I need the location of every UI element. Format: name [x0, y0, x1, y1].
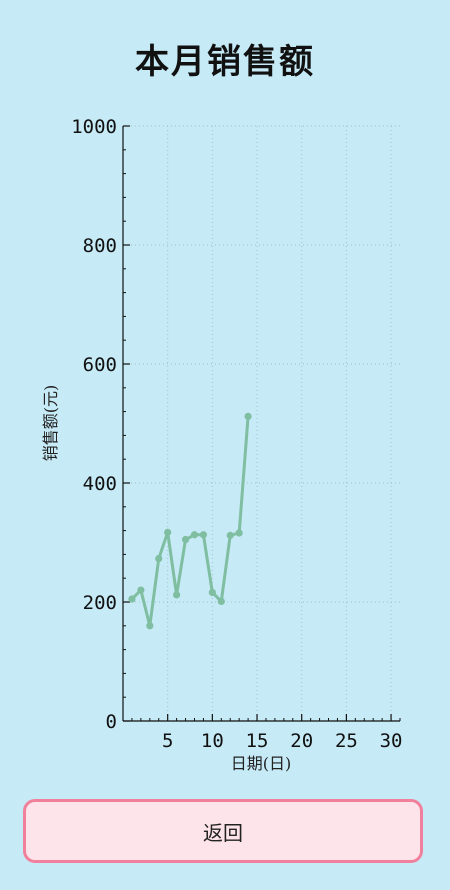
x-tick-label: 5 [162, 730, 173, 752]
back-button[interactable]: 返回 [23, 799, 423, 863]
data-point [181, 535, 190, 544]
axes: 5 10 15 20 25 30 0 200 400 600 800 1000 [71, 116, 402, 752]
y-axis-label: 销售额(元) [41, 385, 60, 462]
data-point [235, 529, 243, 537]
data-point [217, 597, 225, 606]
y-tick-label: 400 [83, 473, 117, 495]
data-point [128, 595, 136, 603]
page-title: 本月销售额 [135, 42, 315, 82]
x-tick-label: 10 [201, 730, 224, 752]
y-tick-label: 200 [83, 592, 117, 614]
data-point [208, 588, 216, 597]
data-point [226, 531, 234, 539]
data-point [244, 412, 252, 420]
x-axis-label: 日期(日) [231, 754, 292, 773]
y-tick-label: 1000 [71, 116, 117, 138]
sales-line-chart: 5 10 15 20 25 30 0 200 400 600 800 1000 日期(日) 销售额(元… [41, 116, 403, 773]
series-line [130, 416, 250, 628]
series [128, 412, 252, 630]
x-tick-label: 20 [290, 730, 313, 752]
data-point [190, 531, 199, 539]
y-tick-label: 600 [83, 354, 117, 376]
data-point [155, 554, 163, 563]
data-point [146, 622, 154, 630]
y-tick-label: 0 [106, 711, 117, 733]
grid [123, 125, 400, 721]
data-point [199, 531, 208, 539]
data-point [173, 591, 181, 599]
x-tick-label: 30 [380, 730, 403, 752]
data-point [137, 586, 145, 594]
y-tick-label: 800 [83, 235, 117, 257]
data-point [164, 528, 172, 536]
x-tick-label: 15 [246, 730, 269, 752]
x-tick-label: 25 [335, 730, 358, 752]
